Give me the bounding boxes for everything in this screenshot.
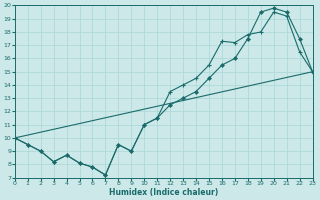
X-axis label: Humidex (Indice chaleur): Humidex (Indice chaleur) bbox=[109, 188, 218, 197]
